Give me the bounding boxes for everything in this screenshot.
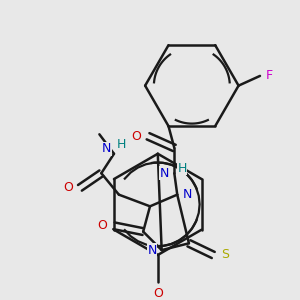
Text: H: H: [177, 162, 187, 175]
Text: O: O: [153, 287, 163, 300]
Text: O: O: [63, 181, 73, 194]
Text: N: N: [160, 167, 169, 180]
Text: N: N: [101, 142, 111, 155]
Text: O: O: [131, 130, 141, 143]
Text: N: N: [182, 188, 192, 201]
Text: S: S: [221, 248, 229, 262]
Text: H: H: [117, 137, 127, 151]
Text: N: N: [147, 244, 157, 256]
Text: O: O: [98, 219, 107, 232]
Text: F: F: [266, 69, 273, 82]
